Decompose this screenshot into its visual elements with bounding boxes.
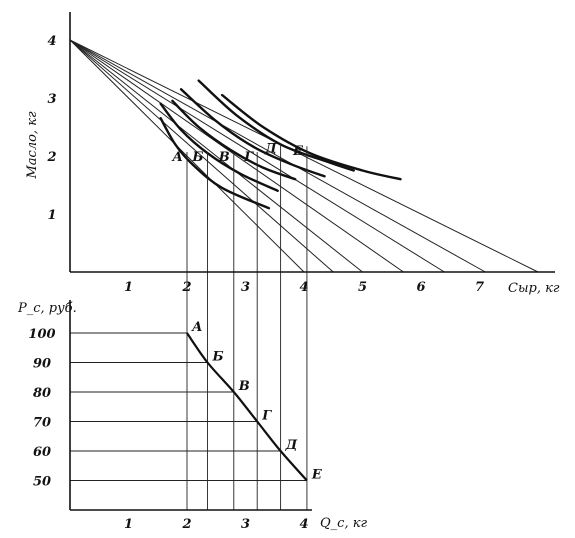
bottom-y-axis-title: P_c, руб. <box>17 301 77 316</box>
demand-point-label: Б <box>211 350 223 365</box>
top-y-tick-label: 2 <box>46 150 56 165</box>
top-y-tick-label: 1 <box>47 208 56 223</box>
indifference-curve <box>171 99 297 181</box>
bottom-y-tick-label: 80 <box>33 386 51 401</box>
optimum-point-labels: А Б В ГД Е <box>171 141 304 165</box>
demand-point-label: В <box>238 379 250 394</box>
bottom-x-tick-label: 4 <box>299 517 308 532</box>
budget-line <box>69 39 363 273</box>
demand-curve <box>186 332 308 482</box>
top-x-tick-label: 4 <box>299 280 308 295</box>
demand-point-label: А <box>191 320 203 335</box>
top-tick-labels: 1 2 3 4 5 6 7 1 2 3 4 <box>46 34 484 295</box>
top-y-axis-title: Масло, кг <box>25 111 40 179</box>
bottom-y-tick-label: 50 <box>33 475 51 490</box>
top-y-tick-label: 4 <box>47 34 56 49</box>
bottom-x-axis-title: Q_c, кг <box>320 516 367 531</box>
bottom-y-tick-label: 100 <box>28 327 55 342</box>
top-point-label: Б <box>191 150 203 165</box>
top-point-label: Д <box>264 141 277 156</box>
demand-point-label: Д <box>285 438 298 453</box>
bottom-y-tick-label: 70 <box>33 416 51 431</box>
price-level-lines <box>70 332 307 481</box>
top-point-label: Г <box>243 150 254 165</box>
demand-point-label: Г <box>261 409 272 424</box>
budget-line <box>69 39 334 273</box>
top-point-label: А <box>171 150 183 165</box>
budget-line <box>69 39 486 273</box>
top-x-tick-label: 7 <box>475 280 484 295</box>
indifference-curve <box>159 117 271 210</box>
demand-point-label: Е <box>311 468 323 483</box>
bottom-x-tick-label: 1 <box>124 517 133 532</box>
bottom-y-tick-label: 90 <box>33 357 51 372</box>
bottom-tick-labels: 1 2 3 4 100 90 80 70 60 50 <box>28 327 308 532</box>
projection-lines <box>186 143 308 510</box>
bottom-x-tick-label: 3 <box>241 517 250 532</box>
budget-line <box>69 39 404 273</box>
top-x-tick-label: 3 <box>241 280 250 295</box>
top-y-tick-label: 3 <box>47 92 56 107</box>
top-x-tick-label: 1 <box>124 280 133 295</box>
bottom-x-tick-label: 2 <box>181 517 191 532</box>
budget-line <box>69 39 539 273</box>
budget-lines <box>69 39 539 273</box>
indifference-curve <box>220 93 402 181</box>
top-x-tick-label: 5 <box>358 280 367 295</box>
indifference-curve <box>179 88 326 178</box>
top-x-tick-label: 2 <box>181 280 191 295</box>
bottom-y-tick-label: 60 <box>33 445 51 460</box>
top-point-label: Е <box>292 144 304 159</box>
top-point-label: В <box>218 150 230 165</box>
top-x-tick-label: 6 <box>416 280 425 295</box>
top-x-axis-title: Сыр, кг <box>508 281 560 296</box>
